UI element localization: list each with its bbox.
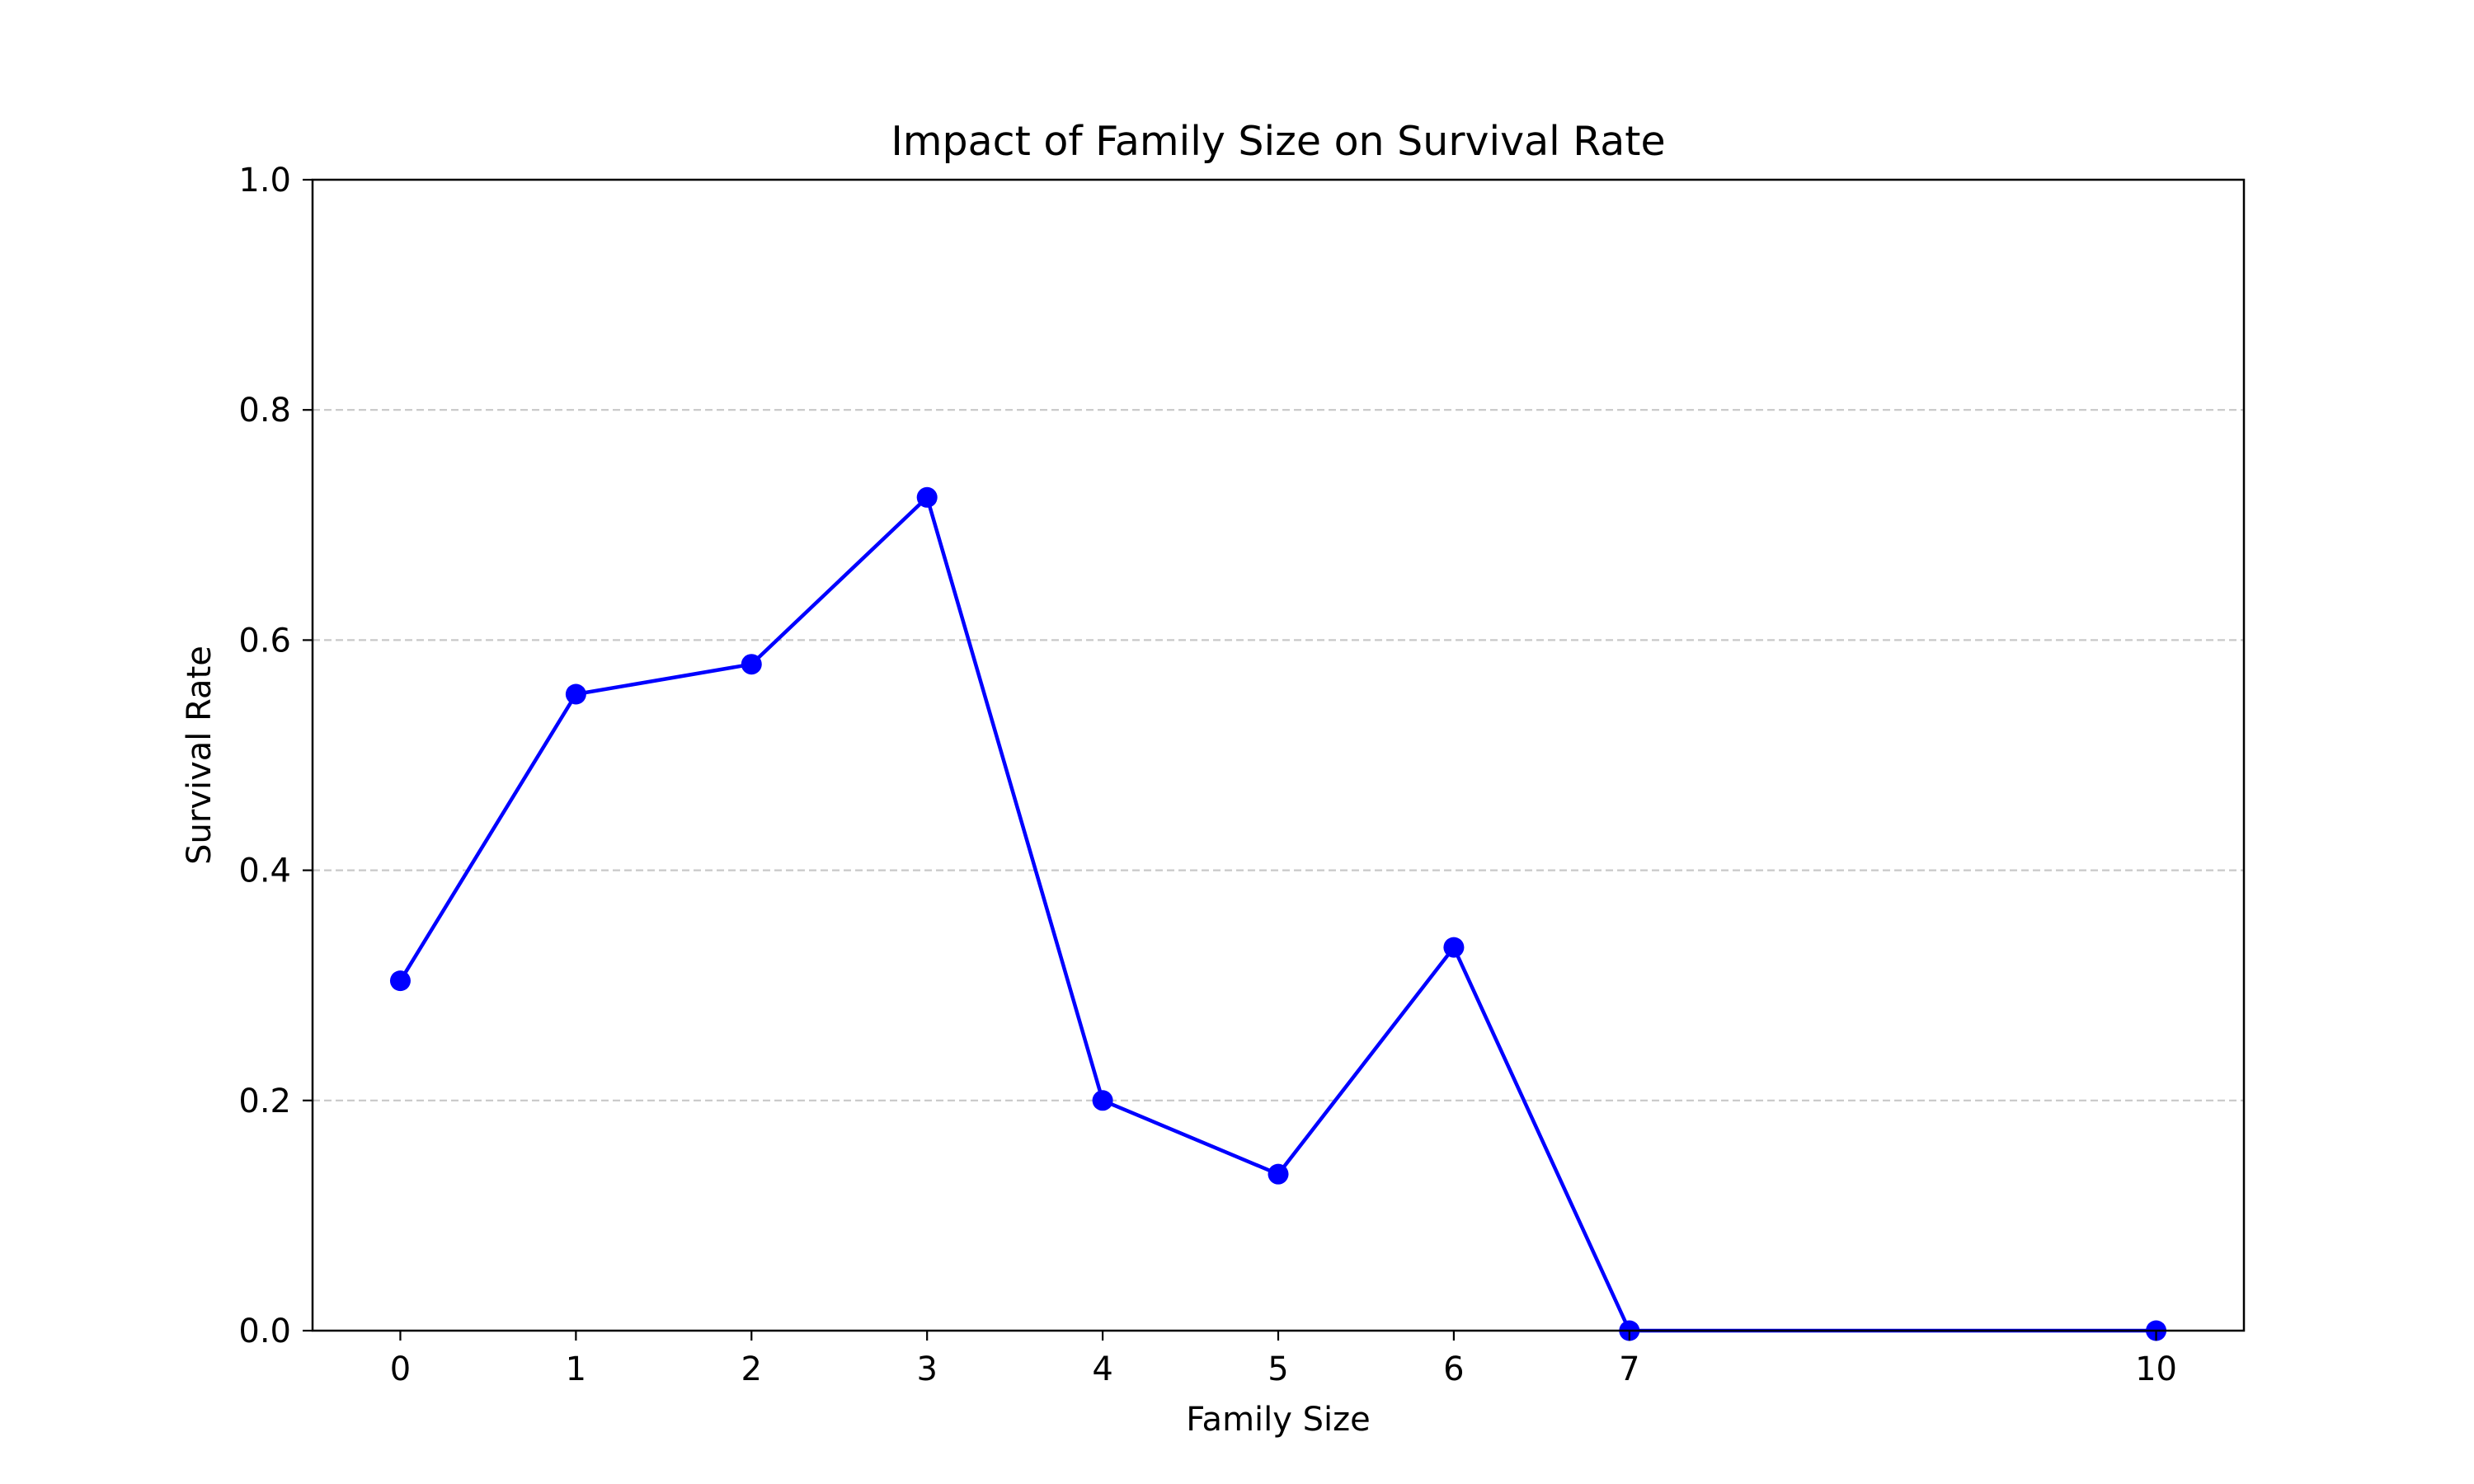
y-axis-ticks: 0.0 0.2 0.4 0.6 0.8 1.0 — [238, 162, 313, 1350]
series-line — [397, 495, 2158, 1333]
y-tick-label: 0.6 — [238, 622, 291, 660]
x-tick-label: 2 — [741, 1350, 762, 1388]
plot-area-frame — [311, 178, 2246, 1332]
data-point — [565, 683, 586, 705]
y-tick-label: 1.0 — [238, 162, 291, 200]
y-tick-label: 0.4 — [238, 852, 291, 890]
data-point — [1268, 1163, 1289, 1185]
data-point — [389, 970, 411, 992]
x-tick-label: 3 — [916, 1350, 937, 1388]
x-axis-ticks: 0 1 2 3 4 5 6 7 10 — [390, 1331, 2177, 1388]
y-tick-label: 0.8 — [238, 392, 291, 430]
chart-title: Impact of Family Size on Survival Rate — [891, 118, 1665, 165]
x-tick-label: 1 — [566, 1350, 586, 1388]
data-series — [389, 486, 2167, 1341]
data-point — [916, 486, 938, 508]
y-tick-label: 0.0 — [238, 1313, 291, 1350]
grid-lines — [313, 409, 2244, 1101]
y-tick-label: 0.2 — [238, 1082, 291, 1120]
data-point — [1443, 937, 1465, 958]
x-tick-label: 0 — [390, 1350, 411, 1388]
x-tick-label: 5 — [1268, 1350, 1288, 1388]
x-tick-label: 10 — [2135, 1350, 2177, 1388]
data-point — [741, 654, 762, 675]
x-tick-label: 6 — [1443, 1350, 1464, 1388]
x-tick-label: 4 — [1092, 1350, 1112, 1388]
y-axis-label: Survival Rate — [181, 646, 219, 865]
x-tick-label: 7 — [1619, 1350, 1639, 1388]
data-point — [1092, 1090, 1113, 1111]
x-axis-label: Family Size — [1186, 1401, 1371, 1439]
